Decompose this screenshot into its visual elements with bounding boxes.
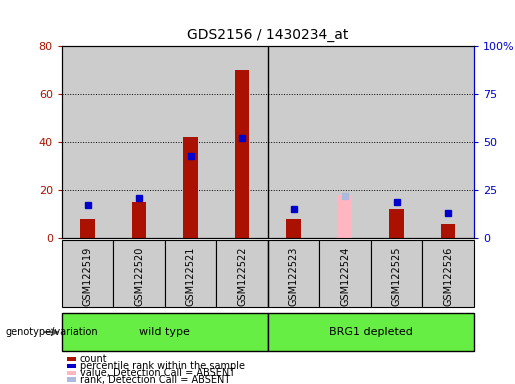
Text: GSM122526: GSM122526 [443,247,453,306]
Bar [80,219,95,238]
Text: wild type: wild type [140,327,190,337]
Text: GSM122520: GSM122520 [134,247,144,306]
Bar [113,240,165,307]
Bar [422,240,474,307]
Title: GDS2156 / 1430234_at: GDS2156 / 1430234_at [187,28,349,42]
Text: GSM122524: GSM122524 [340,247,350,306]
Text: GSM122525: GSM122525 [391,247,402,306]
Bar [235,70,249,238]
Text: BRG1 depleted: BRG1 depleted [329,327,413,337]
Text: value, Detection Call = ABSENT: value, Detection Call = ABSENT [80,368,235,378]
Bar [183,137,198,238]
Text: count: count [80,354,108,364]
Bar [132,202,146,238]
Text: genotype/variation: genotype/variation [5,327,98,337]
Bar [216,240,268,307]
Bar [389,209,404,238]
Text: percentile rank within the sample: percentile rank within the sample [80,361,245,371]
Bar [441,223,455,238]
Bar [319,240,371,307]
Bar [62,313,268,351]
Bar [268,313,474,351]
Text: GSM122521: GSM122521 [185,247,196,306]
Text: GSM122519: GSM122519 [82,247,93,306]
Text: rank, Detection Call = ABSENT: rank, Detection Call = ABSENT [80,375,230,384]
Bar [338,195,352,238]
Bar [165,240,216,307]
Bar [286,219,301,238]
Bar [371,240,422,307]
Bar [62,240,113,307]
Bar [268,240,319,307]
Text: GSM122522: GSM122522 [237,247,247,306]
Text: GSM122523: GSM122523 [288,247,299,306]
